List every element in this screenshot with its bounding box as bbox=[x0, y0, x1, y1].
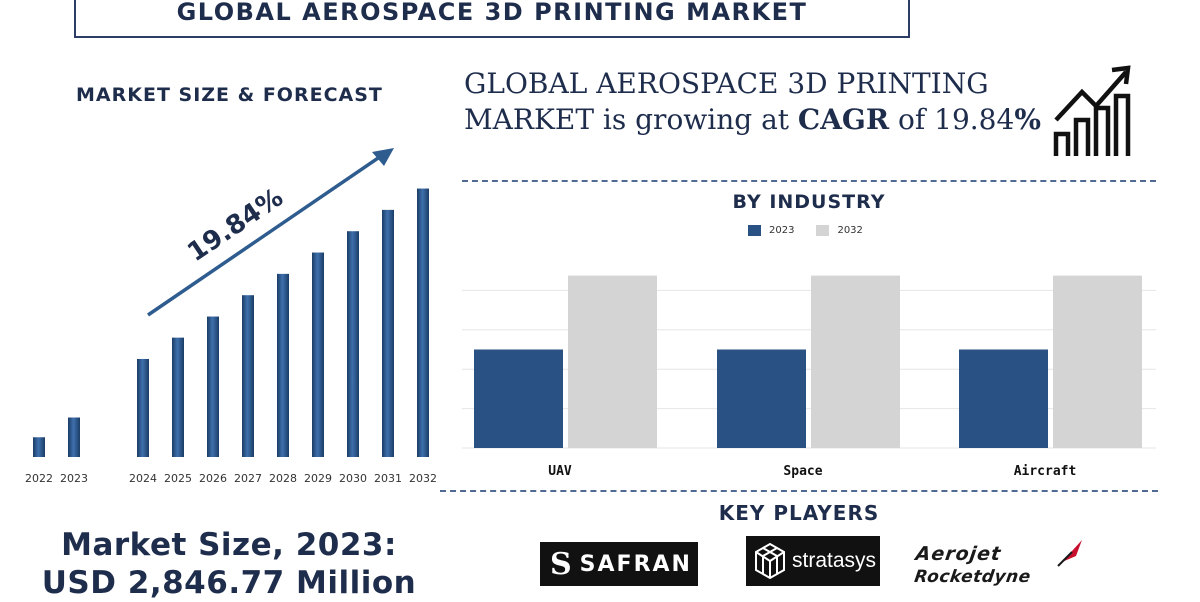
forecast-bar bbox=[347, 231, 359, 457]
industry-bar-2032 bbox=[568, 275, 657, 448]
forecast-bar bbox=[207, 316, 219, 457]
forecast-bar bbox=[137, 358, 149, 457]
forecast-year-label: 2023 bbox=[60, 472, 88, 485]
forecast-year-label: 2027 bbox=[234, 472, 262, 485]
industry-bar-2023 bbox=[717, 349, 806, 448]
forecast-year-label: 2032 bbox=[409, 472, 437, 485]
industry-bar-chart: UAV Space Aircraft bbox=[462, 275, 1156, 479]
forecast-year-label: 2030 bbox=[339, 472, 367, 485]
market-size: Market Size, 2023: USD 2,846.77 Million bbox=[0, 526, 458, 602]
industry-category-label: Space bbox=[783, 464, 822, 479]
industry-bar-2032 bbox=[1053, 275, 1142, 448]
forecast-year-label: 2031 bbox=[374, 472, 402, 485]
forecast-bar bbox=[33, 437, 45, 457]
forecast-bar bbox=[277, 273, 289, 457]
forecast-year-label: 2024 bbox=[129, 472, 157, 485]
forecast-bar bbox=[172, 337, 184, 457]
aerojet-rocketdyne-logo: Aerojet Rocketdyne bbox=[912, 540, 1082, 587]
stratasys-mark-icon bbox=[755, 542, 785, 580]
forecast-bar bbox=[68, 417, 80, 457]
legend-swatch-2032 bbox=[816, 225, 830, 236]
section-divider bbox=[462, 180, 1156, 182]
industry-bar-2023 bbox=[959, 349, 1048, 448]
cagr-value: of 19.84 bbox=[889, 103, 1015, 136]
forecast-bar bbox=[417, 188, 429, 458]
market-size-line2: USD 2,846.77 Million bbox=[41, 565, 417, 601]
section-divider bbox=[440, 490, 1158, 492]
page-title: GLOBAL AEROSPACE 3D PRINTING MARKET bbox=[176, 0, 808, 26]
cagr-statement: GLOBAL AEROSPACE 3D PRINTING MARKET is g… bbox=[464, 66, 1044, 138]
forecast-year-label: 2028 bbox=[269, 472, 297, 485]
players-heading: KEY PLAYERS bbox=[718, 501, 880, 525]
legend-swatch-2023 bbox=[748, 225, 761, 236]
forecast-bar bbox=[242, 295, 254, 457]
forecast-year-label: 2029 bbox=[304, 472, 332, 485]
growth-arrowhead bbox=[372, 148, 394, 166]
cagr-line2-pre: MARKET is growing at bbox=[464, 103, 798, 136]
cagr-line2: MARKET is growing at CAGR of 19.84% bbox=[464, 102, 1044, 138]
stratasys-logo: stratasys bbox=[746, 536, 880, 586]
cagr-line1: GLOBAL AEROSPACE 3D PRINTING bbox=[464, 67, 989, 100]
forecast-year-label: 2022 bbox=[25, 472, 53, 485]
industry-legend: 2023 2032 bbox=[748, 225, 863, 236]
forecast-year-label: 2025 bbox=[164, 472, 192, 485]
industry-heading: BY INDUSTRY bbox=[732, 191, 886, 213]
safran-logo: S SAFRAN bbox=[540, 542, 698, 586]
forecast-heading: MARKET SIZE & FORECAST bbox=[76, 84, 383, 106]
legend-label-2032: 2032 bbox=[837, 225, 863, 236]
industry-category-label: Aircraft bbox=[1014, 464, 1077, 479]
industry-bar-2023 bbox=[474, 349, 563, 448]
industry-bar-2032 bbox=[811, 275, 900, 448]
industry-category-label: UAV bbox=[548, 464, 572, 479]
forecast-bar bbox=[382, 209, 394, 457]
svg-text:Rocketdyne: Rocketdyne bbox=[913, 567, 1032, 587]
market-size-line1: Market Size, 2023: bbox=[61, 527, 397, 563]
svg-text:Aerojet: Aerojet bbox=[912, 542, 1003, 565]
growth-chart-icon bbox=[1053, 65, 1131, 156]
cagr-percent-sign: % bbox=[1014, 103, 1041, 136]
cagr-keyword: CAGR bbox=[797, 103, 890, 136]
growth-arrow bbox=[147, 152, 385, 317]
forecast-bar bbox=[312, 252, 324, 457]
title-box: GLOBAL AEROSPACE 3D PRINTING MARKET bbox=[74, 0, 910, 38]
forecast-bar-chart: 2022 2023 2024 2025 2026 2027 2028 2029 2030 2031… bbox=[25, 148, 437, 485]
forecast-year-label: 2026 bbox=[199, 472, 227, 485]
legend-label-2023: 2023 bbox=[769, 225, 795, 236]
